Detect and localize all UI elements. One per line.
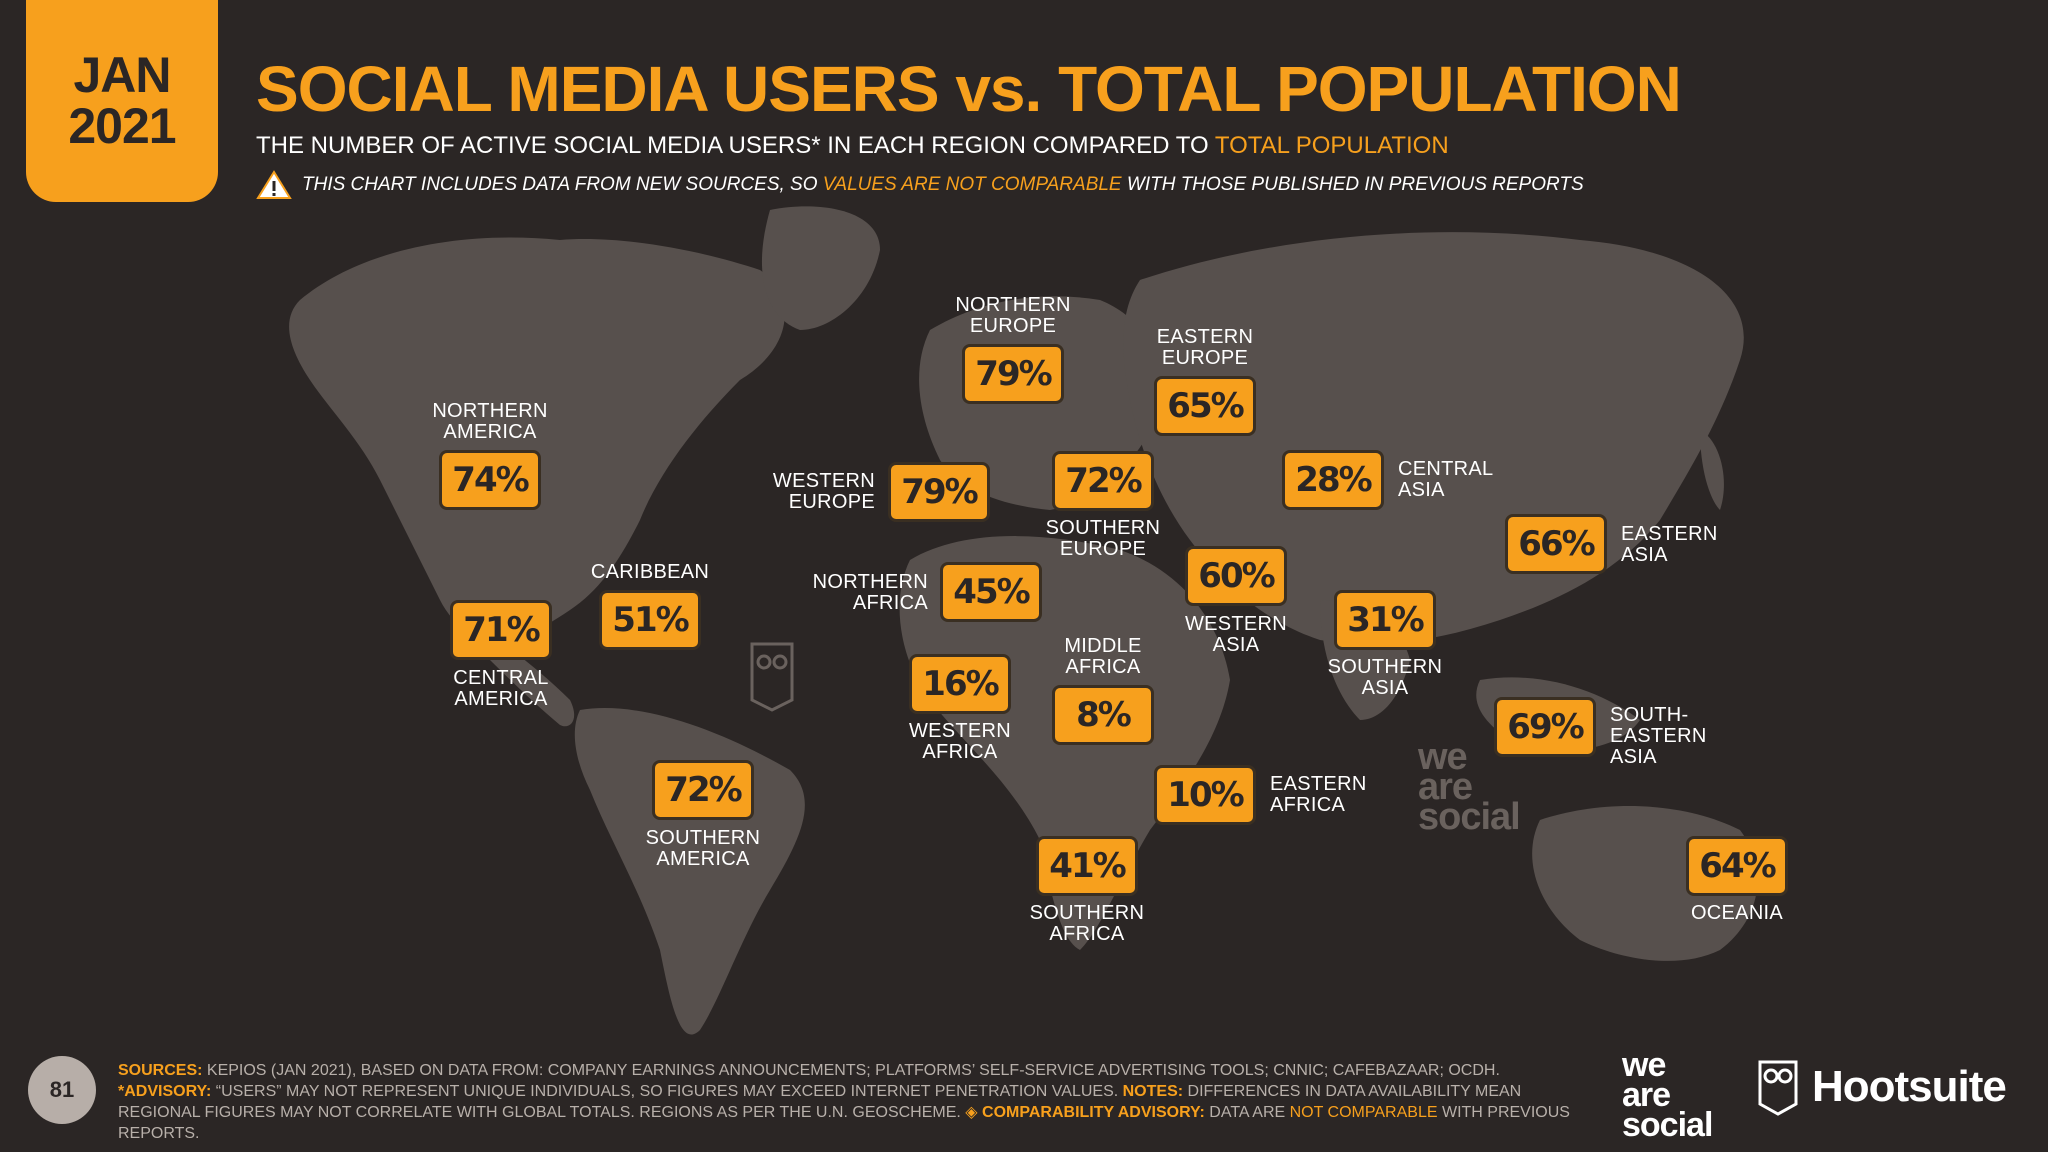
owl-watermark-icon: [750, 642, 794, 712]
warning-icon: [256, 170, 292, 199]
label-central-america: CENTRAL AMERICA: [453, 667, 549, 710]
landmass-japan: [1700, 430, 1724, 510]
value-south-eastern-asia: 69%: [1494, 697, 1596, 757]
warning-suffix: WITH THOSE PUBLISHED IN PREVIOUS REPORTS: [1121, 174, 1584, 195]
label-northern-europe: NORTHERN EUROPE: [955, 294, 1071, 337]
comparability-text: DATA ARE: [1204, 1104, 1290, 1121]
date-badge: JAN 2021: [26, 0, 218, 202]
subtitle-text: THE NUMBER OF ACTIVE SOCIAL MEDIA USERS*…: [256, 132, 1215, 159]
value-central-asia: 28%: [1282, 450, 1384, 510]
value-eastern-europe: 65%: [1154, 376, 1256, 436]
owl-icon: [1758, 1060, 1798, 1116]
warning-text: THIS CHART INCLUDES DATA FROM NEW SOURCE…: [302, 174, 1584, 196]
value-southern-america: 72%: [652, 760, 754, 820]
footer-notes: SOURCES: KEPIOS (JAN 2021), BASED ON DAT…: [118, 1060, 1578, 1144]
sources-key: SOURCES:: [118, 1062, 203, 1079]
label-eastern-asia: EASTERN ASIA: [1621, 523, 1718, 566]
subtitle-accent: TOTAL POPULATION: [1214, 132, 1449, 159]
value-western-asia: 60%: [1185, 546, 1287, 606]
landmass-south-america: [574, 708, 805, 1035]
label-caribbean: CARIBBEAN: [590, 561, 710, 583]
label-southern-europe: SOUTHERN EUROPE: [1045, 517, 1161, 560]
label-southern-america: SOUTHERN AMERICA: [645, 827, 761, 870]
date-month: JAN: [73, 47, 171, 103]
value-oceania: 64%: [1686, 836, 1788, 896]
landmass-greenland: [761, 206, 880, 330]
value-northern-africa: 45%: [940, 562, 1042, 622]
value-southern-africa: 41%: [1036, 836, 1138, 896]
value-middle-africa: 8%: [1052, 685, 1154, 745]
watermark-logo: we are social: [1418, 736, 1521, 838]
landmass-north-america: [289, 237, 785, 650]
value-central-america: 71%: [450, 600, 552, 660]
subtitle: THE NUMBER OF ACTIVE SOCIAL MEDIA USERS*…: [256, 132, 1449, 160]
label-middle-africa: MIDDLE AFRICA: [1064, 635, 1142, 678]
label-northern-america: NORTHERN AMERICA: [432, 400, 548, 443]
comparability-key: ◈ COMPARABILITY ADVISORY:: [965, 1104, 1205, 1121]
label-northern-africa: NORTHERN AFRICA: [812, 571, 928, 614]
label-eastern-africa: EASTERN AFRICA: [1270, 773, 1367, 816]
comparability-suffix: WITH PREVIOUS REPORTS.: [118, 1104, 1570, 1142]
hootsuite-wordmark: Hootsuite: [1812, 1062, 2007, 1111]
value-eastern-asia: 66%: [1505, 514, 1607, 574]
hootsuite-logo: Hootsuite: [1756, 1058, 2007, 1116]
label-western-europe: WESTERN EUROPE: [772, 470, 875, 513]
warning-accent: VALUES ARE NOT COMPARABLE: [822, 174, 1122, 195]
page-title: SOCIAL MEDIA USERS vs. TOTAL POPULATION: [256, 53, 1682, 125]
notes-text: DIFFERENCES IN DATA AVAILABILITY MEAN RE…: [118, 1083, 1522, 1121]
value-southern-asia: 31%: [1334, 590, 1436, 650]
label-south-eastern-asia: SOUTH-EASTERN ASIA: [1610, 704, 1707, 768]
label-eastern-europe: EASTERN EUROPE: [1156, 326, 1254, 369]
comparability-warning: THIS CHART INCLUDES DATA FROM NEW SOURCE…: [256, 170, 1584, 200]
we-are-social-logo: we are social: [1622, 1046, 1713, 1144]
page-number: 81: [28, 1056, 96, 1124]
label-oceania: OCEANIA: [1690, 902, 1784, 924]
sources-text: KEPIOS (JAN 2021), BASED ON DATA FROM: C…: [202, 1062, 1500, 1079]
value-western-africa: 16%: [909, 654, 1011, 714]
label-western-asia: WESTERN ASIA: [1184, 613, 1288, 656]
value-caribbean: 51%: [599, 590, 701, 650]
value-western-europe: 79%: [888, 462, 990, 522]
comparability-accent: NOT COMPARABLE: [1289, 1104, 1438, 1121]
warning-prefix: THIS CHART INCLUDES DATA FROM NEW SOURCE…: [302, 174, 823, 195]
value-southern-europe: 72%: [1052, 451, 1154, 511]
label-western-africa: WESTERN AFRICA: [908, 720, 1012, 763]
notes-key: NOTES:: [1122, 1083, 1184, 1100]
advisory-key: *ADVISORY:: [118, 1083, 212, 1100]
value-eastern-africa: 10%: [1154, 765, 1256, 825]
value-northern-europe: 79%: [962, 344, 1064, 404]
date-year: 2021: [68, 98, 176, 154]
value-northern-america: 74%: [439, 450, 541, 510]
label-central-asia: CENTRAL ASIA: [1398, 458, 1494, 501]
advisory-text: “USERS” MAY NOT REPRESENT UNIQUE INDIVID…: [211, 1083, 1123, 1100]
label-southern-asia: SOUTHERN ASIA: [1327, 656, 1443, 699]
label-southern-africa: SOUTHERN AFRICA: [1029, 902, 1145, 945]
